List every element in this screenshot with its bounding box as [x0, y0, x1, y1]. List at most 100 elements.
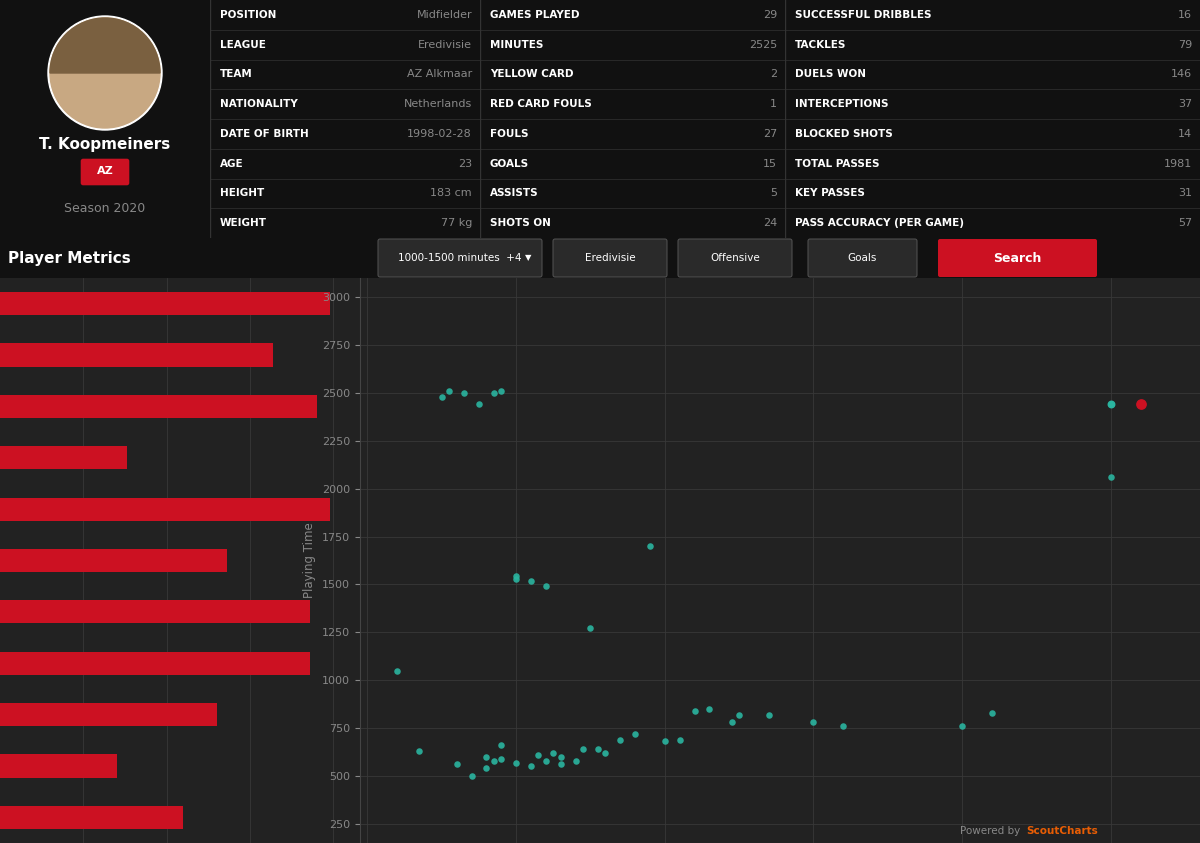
- Point: [476, 761, 496, 775]
- Text: POSITION: POSITION: [220, 10, 276, 20]
- FancyBboxPatch shape: [678, 239, 792, 277]
- Text: MINUTES: MINUTES: [490, 40, 544, 50]
- Text: 1: 1: [770, 99, 778, 109]
- Point: [804, 716, 823, 729]
- Text: 1981: 1981: [1164, 158, 1192, 169]
- Point: [566, 754, 586, 767]
- Text: YELLOW CARD: YELLOW CARD: [490, 69, 574, 79]
- FancyBboxPatch shape: [808, 239, 917, 277]
- Text: DATE OF BIRTH: DATE OF BIRTH: [220, 129, 308, 139]
- Point: [581, 620, 600, 634]
- Text: Netherlands: Netherlands: [403, 99, 472, 109]
- Bar: [0, 703, 217, 726]
- Point: [655, 735, 674, 749]
- Point: [551, 758, 570, 771]
- Text: AGE: AGE: [220, 158, 244, 169]
- Bar: [0, 600, 310, 624]
- FancyBboxPatch shape: [553, 239, 667, 277]
- Point: [641, 540, 660, 553]
- Text: 183 cm: 183 cm: [431, 188, 472, 198]
- Point: [485, 386, 504, 400]
- Point: [506, 569, 526, 583]
- Text: RED CARD FOULS: RED CARD FOULS: [490, 99, 592, 109]
- Point: [476, 750, 496, 764]
- Bar: [0, 343, 274, 367]
- Point: [521, 574, 540, 588]
- Text: 27: 27: [763, 129, 778, 139]
- Text: 1998-02-28: 1998-02-28: [407, 129, 472, 139]
- Point: [544, 746, 563, 760]
- Point: [1102, 398, 1121, 411]
- Point: [551, 750, 570, 764]
- Text: 5: 5: [770, 188, 778, 198]
- Text: 24: 24: [763, 218, 778, 228]
- Bar: [0, 549, 227, 572]
- Text: PASS ACCURACY (PER GAME): PASS ACCURACY (PER GAME): [796, 218, 964, 228]
- Text: FOULS: FOULS: [490, 129, 528, 139]
- Text: SUCCESSFUL DRIBBLES: SUCCESSFUL DRIBBLES: [796, 10, 931, 20]
- Point: [529, 748, 548, 761]
- FancyBboxPatch shape: [938, 239, 1097, 277]
- Text: 23: 23: [458, 158, 472, 169]
- Bar: [0, 497, 330, 521]
- Text: ScoutCharts: ScoutCharts: [1026, 826, 1098, 836]
- Wedge shape: [50, 18, 160, 73]
- Text: Powered by: Powered by: [960, 826, 1024, 836]
- Text: 79: 79: [1177, 40, 1192, 50]
- Text: Eredivisie: Eredivisie: [584, 253, 635, 263]
- Text: TOTAL PASSES: TOTAL PASSES: [796, 158, 880, 169]
- Text: ASSISTS: ASSISTS: [490, 188, 539, 198]
- Point: [492, 752, 511, 765]
- Text: 2525: 2525: [749, 40, 778, 50]
- Bar: [0, 754, 116, 777]
- Bar: [0, 806, 184, 829]
- Text: Goals: Goals: [848, 253, 877, 263]
- Text: 16: 16: [1178, 10, 1192, 20]
- Point: [462, 769, 481, 782]
- Point: [670, 733, 689, 746]
- Point: [536, 580, 556, 593]
- Text: WEIGHT: WEIGHT: [220, 218, 266, 228]
- Text: 57: 57: [1178, 218, 1192, 228]
- Point: [1102, 470, 1121, 484]
- Point: [492, 738, 511, 752]
- Text: Search: Search: [992, 251, 1042, 265]
- FancyBboxPatch shape: [80, 158, 130, 186]
- Point: [611, 733, 630, 746]
- Text: 29: 29: [763, 10, 778, 20]
- Text: Midfielder: Midfielder: [416, 10, 472, 20]
- Bar: [0, 652, 310, 674]
- Point: [625, 727, 644, 740]
- Point: [521, 760, 540, 773]
- Point: [595, 746, 614, 760]
- Text: GOALS: GOALS: [490, 158, 529, 169]
- Point: [536, 754, 556, 767]
- Bar: [0, 446, 127, 470]
- Text: T. Koopmeiners: T. Koopmeiners: [40, 137, 170, 153]
- Text: 15: 15: [763, 158, 778, 169]
- Text: Season 2020: Season 2020: [65, 201, 145, 214]
- Point: [492, 384, 511, 398]
- Text: 14: 14: [1178, 129, 1192, 139]
- Point: [506, 756, 526, 770]
- Text: BLOCKED SHOTS: BLOCKED SHOTS: [796, 129, 893, 139]
- Point: [588, 743, 607, 756]
- Bar: [0, 395, 317, 418]
- Text: 31: 31: [1178, 188, 1192, 198]
- Text: TEAM: TEAM: [220, 69, 253, 79]
- Text: 77 kg: 77 kg: [440, 218, 472, 228]
- Point: [439, 384, 458, 398]
- Point: [410, 744, 430, 758]
- Text: GAMES PLAYED: GAMES PLAYED: [490, 10, 580, 20]
- Text: 37: 37: [1178, 99, 1192, 109]
- Y-axis label: Playing Time: Playing Time: [304, 523, 317, 599]
- Text: AZ Alkmaar: AZ Alkmaar: [407, 69, 472, 79]
- Point: [469, 398, 488, 411]
- Circle shape: [48, 16, 162, 130]
- Text: 146: 146: [1171, 69, 1192, 79]
- Bar: [0, 293, 330, 315]
- Point: [760, 708, 779, 722]
- FancyBboxPatch shape: [378, 239, 542, 277]
- Point: [432, 390, 451, 404]
- Text: 2: 2: [770, 69, 778, 79]
